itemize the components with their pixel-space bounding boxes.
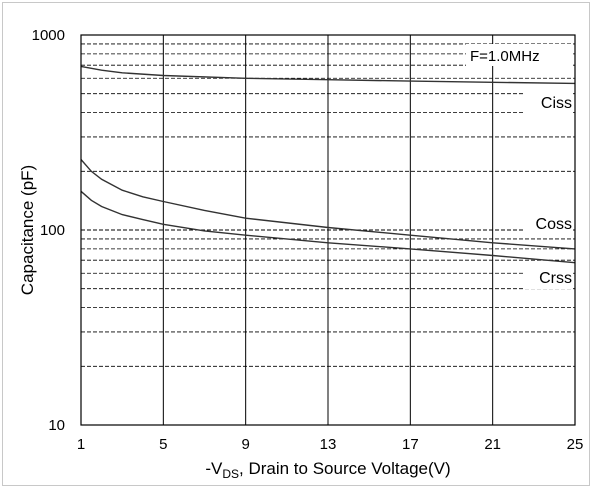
x-axis-label-rest: , Drain to Source Voltage(V) [239, 459, 451, 478]
x-axis-label-prefix: -V [205, 459, 223, 478]
tick-labels: 1 5 9 13 17 21 25 10 100 1000 [32, 27, 584, 453]
series-label-bg-ciss [525, 93, 573, 114]
x-tick-label-13: 13 [320, 436, 337, 453]
series-label-crss: Crss [539, 270, 572, 287]
x-axis-label-subscript: DS [222, 467, 239, 481]
series-line-ciss [80, 65, 576, 85]
y-tick-label-100: 100 [40, 222, 65, 239]
series-label-bg-coss [525, 214, 573, 235]
y-axis-label: Capacitance (pF) [18, 165, 37, 295]
plot-area-border [80, 34, 576, 426]
series-label-bg-crss [525, 268, 573, 289]
y-tick-label-1000: 1000 [32, 27, 65, 44]
annotation-background [466, 44, 572, 66]
x-tick-label-25: 25 [567, 436, 584, 453]
x-tick-label-9: 9 [241, 436, 249, 453]
series-label-coss: Coss [536, 216, 572, 233]
x-axis-label: -VDS, Drain to Source Voltage(V) [205, 459, 450, 481]
series-labels: Ciss Coss Crss [525, 93, 573, 289]
y-tick-label-10: 10 [48, 417, 65, 434]
series-label-ciss: Ciss [541, 95, 572, 112]
x-tick-label-17: 17 [402, 436, 419, 453]
x-tick-label-21: 21 [484, 436, 501, 453]
x-tick-label-1: 1 [77, 436, 85, 453]
series-line-coss [80, 159, 576, 250]
x-tick-label-5: 5 [159, 436, 167, 453]
grid-lines [80, 35, 576, 425]
series-lines [80, 65, 576, 264]
series-line-crss [80, 190, 576, 264]
frequency-annotation: F=1.0MHz [470, 48, 540, 65]
